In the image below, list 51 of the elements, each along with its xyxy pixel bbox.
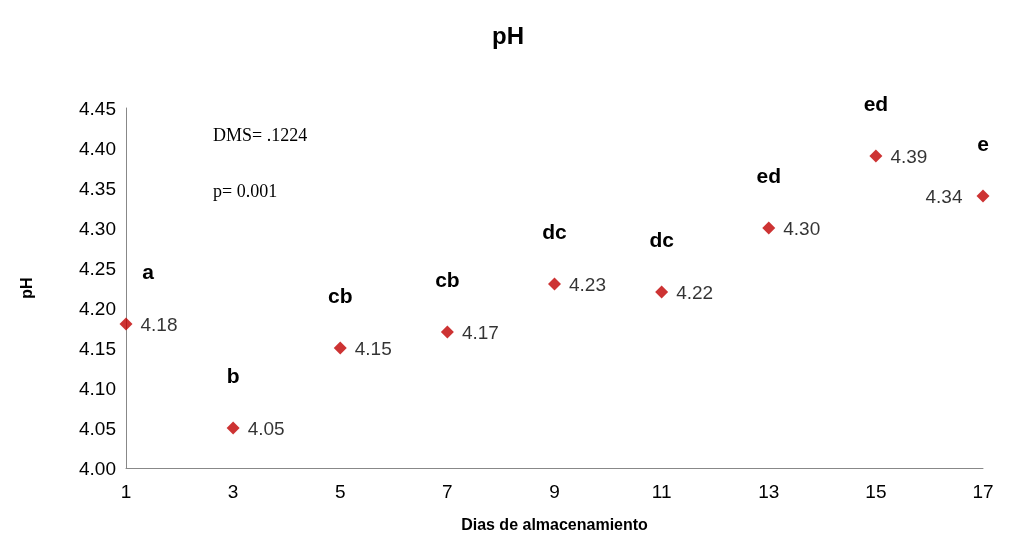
point	[440, 325, 454, 339]
data-label: 4.23	[569, 273, 606, 295]
x-tick-label: 5	[334, 481, 346, 502]
y-tick-label: 4.20	[79, 297, 116, 319]
data-label: 4.34	[925, 185, 963, 207]
y-tick-label: 4.00	[79, 457, 116, 479]
point	[548, 277, 561, 291]
data-label: 4.30	[783, 217, 821, 239]
point	[333, 341, 347, 355]
data-label: 4.22	[676, 281, 714, 303]
y-axis-title: pH	[17, 277, 35, 299]
chart-title: pH	[492, 21, 524, 49]
annotation: DMS= .1224	[213, 125, 308, 145]
point	[762, 221, 776, 235]
y-tick-label: 4.40	[79, 137, 116, 159]
x-tick-label: 15	[865, 481, 887, 502]
x-axis-title: Dias de almacenamiento	[461, 515, 649, 533]
y-tick-label: 4.25	[79, 257, 116, 279]
point	[226, 421, 240, 435]
point	[976, 189, 990, 203]
annotation: ed	[863, 92, 889, 115]
y-tick-label: 4.05	[79, 417, 116, 439]
annotation: p= 0.001	[213, 181, 278, 201]
y-tick-label: 4.35	[79, 177, 116, 199]
annotation: e	[977, 132, 989, 155]
data-label: 4.17	[461, 321, 499, 343]
y-tick-label: 4.30	[79, 217, 116, 239]
x-tick-label: 9	[549, 481, 560, 502]
annotation: a	[142, 260, 155, 283]
data-label: 4.18	[140, 313, 178, 335]
data-label: 4.39	[890, 145, 928, 167]
x-tick-label: 1	[120, 481, 132, 502]
y-tick-label: 4.10	[79, 377, 116, 399]
y-tick-label: 4.15	[79, 337, 116, 359]
x-tick-label: 11	[651, 481, 672, 502]
annotation: cb	[327, 284, 353, 307]
annotation: dc	[542, 220, 568, 243]
data-label: 4.05	[247, 417, 285, 439]
point	[119, 317, 133, 331]
point	[655, 285, 669, 299]
x-tick-label: 3	[227, 481, 239, 502]
y-tick-label: 4.45	[79, 97, 116, 119]
annotation: dc	[649, 228, 675, 251]
point	[869, 149, 883, 163]
annotation: cb	[435, 268, 460, 291]
annotation: ed	[756, 164, 782, 187]
x-tick-label: 13	[758, 481, 780, 502]
x-tick-label: 17	[972, 481, 994, 502]
x-tick-label: 7	[442, 481, 453, 502]
data-label: 4.15	[354, 337, 392, 359]
annotation: b	[226, 364, 240, 387]
